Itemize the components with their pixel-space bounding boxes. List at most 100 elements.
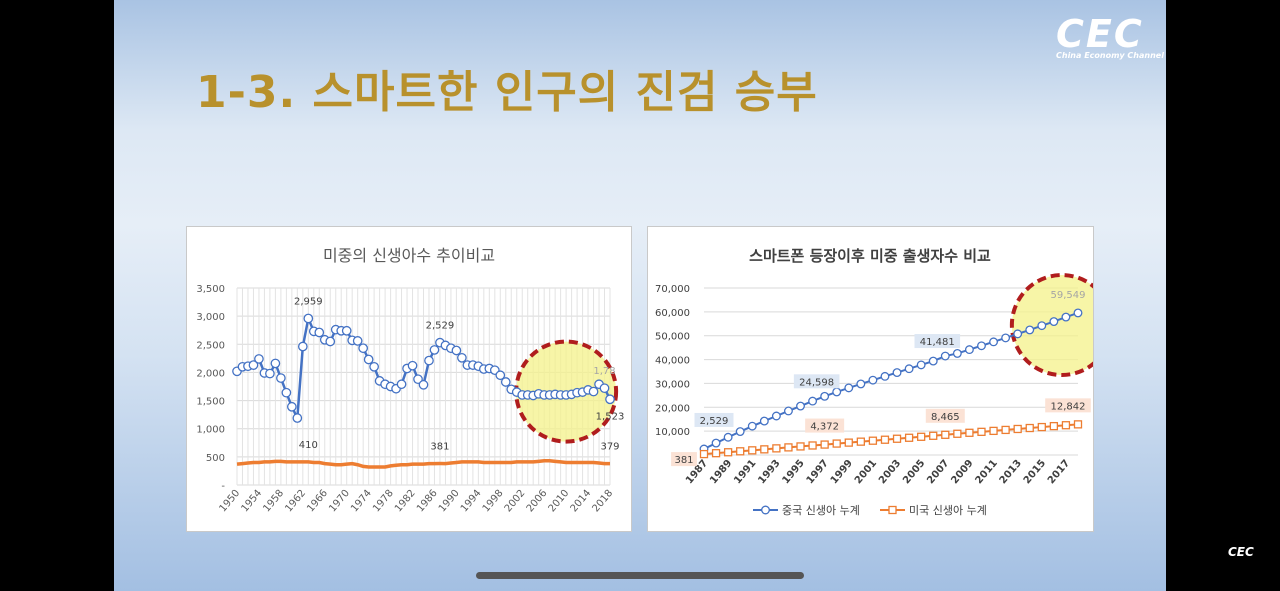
china-data-point [500,377,511,387]
usa-data-label: 381 [430,442,449,453]
x-tick-label: 1982 [393,488,418,515]
usa-data-point [917,432,926,441]
y-tick-label: 40,000 [655,356,690,367]
usa-data-label: 381 [674,455,693,466]
china-data-point [880,371,890,381]
usa-data-point [1013,424,1022,434]
y-tick-label: 30,000 [655,379,690,390]
china-data-point [856,379,866,389]
usa-data-point [723,448,733,457]
china-data-point [808,396,818,406]
home-indicator[interactable] [476,572,804,579]
usa-data-point [1073,420,1083,429]
china-data-point [796,401,805,411]
china-data-point [369,361,379,372]
usa-series-line [703,423,1079,456]
china-data-point [735,427,745,437]
china-data-point [723,432,733,442]
x-tick-label: 1958 [261,488,286,515]
usa-data-point [929,431,938,440]
china-data-label: 59,549 [1051,290,1086,301]
usa-data-point [965,428,974,437]
usa-data-point [892,434,902,443]
usa-data-point [760,445,769,454]
presentation-slide: 1-3. 스마트한 인구의 진검 승부 CEC China Economy Ch… [114,0,1166,591]
china-data-point [265,368,275,379]
usa-data-point [832,439,841,448]
china-data-point [964,345,974,355]
y-tick-label: 10,000 [655,427,690,438]
china-data-point [314,327,325,338]
china-data-point [952,348,962,358]
usa-data-label-box [1045,398,1091,413]
y-tick-label: 60,000 [655,308,690,319]
china-data-point [771,411,781,421]
china-data-point [928,356,938,366]
usa-data-label: 8,465 [931,412,960,423]
x-tick-label: 2015 [1022,458,1048,486]
china-data-label-box [914,334,961,349]
usa-data-point [1061,421,1071,430]
china-data-point [1025,325,1035,335]
usa-data-label-box [671,452,697,467]
usa-data-point [856,437,865,446]
usa-data-point [820,440,829,449]
china-data-point [759,416,769,426]
usa-data-point [748,446,757,455]
usa-data-point [977,427,986,436]
china-data-point [605,394,615,405]
china-data-point [287,401,297,412]
legend-china-marker [761,505,770,515]
china-data-point [254,354,264,364]
china-data-point [418,379,429,390]
china-data-point [292,413,303,423]
x-tick-label: 2013 [998,458,1024,486]
china-data-point [711,438,721,448]
china-data-point [1001,333,1011,343]
china-data-point [413,374,423,385]
china-data-point [303,313,314,324]
china-data-point [429,345,440,355]
china-data-label: 1,523 [596,411,625,422]
birth-trend-chart-panel: 미중의 신생아수 추이비교 - 500 1,000 1,500 2,000 2,500 3,0… [186,226,632,532]
china-data-point [495,370,506,381]
y-tick-label: 3,500 [196,284,225,295]
china-data-point [1061,312,1071,322]
usa-data-point [1037,422,1046,432]
birth-trend-chart: 미중의 신생아수 추이비교 - 500 1,000 1,500 2,000 2,500 3,0… [196,246,625,515]
x-tick-label: 2009 [949,458,975,486]
y-tick-label: 70,000 [655,284,690,295]
china-data-point [1049,317,1059,326]
usa-data-label: 379 [600,442,619,453]
china-data-point [916,360,926,370]
usa-data-label: 410 [299,440,318,451]
x-tick-label: 1999 [829,458,855,486]
china-data-point [297,341,308,352]
china-data-point [977,341,986,351]
legend-usa-marker [888,505,897,515]
chart-title: 스마트폰 등장이후 미중 출생자수 비교 [749,247,991,265]
china-data-point [424,355,434,366]
slide-title: 1-3. 스마트한 인구의 진검 승부 [196,67,818,118]
usa-data-point [1001,425,1010,435]
china-data-point [1073,308,1083,318]
usa-data-point [784,443,793,452]
china-data-point [940,351,950,361]
usa-data-point [868,436,878,445]
x-tick-label: 1990 [437,488,462,515]
x-tick-label: 2011 [974,458,1000,486]
china-data-label-box [793,374,840,389]
usa-data-label: 12,842 [1051,401,1086,412]
x-tick-label: 2014 [569,488,594,515]
china-data-label: 2,529 [700,416,729,427]
x-tick-label: 1962 [283,488,308,515]
x-tick-label: 2007 [925,458,951,486]
cumulative-birth-chart: 스마트폰 등장이후 미중 출생자수 비교-10,00020,00030,0004… [655,247,1093,517]
china-data-point [1013,329,1023,339]
y-tick-label: 50,000 [655,332,690,343]
china-data-label: 1,78 [593,366,615,377]
china-data-point [358,343,369,354]
x-tick-label: 2002 [503,488,528,515]
x-tick-label: 1994 [459,488,484,515]
y-tick-label: 1,000 [196,425,225,436]
